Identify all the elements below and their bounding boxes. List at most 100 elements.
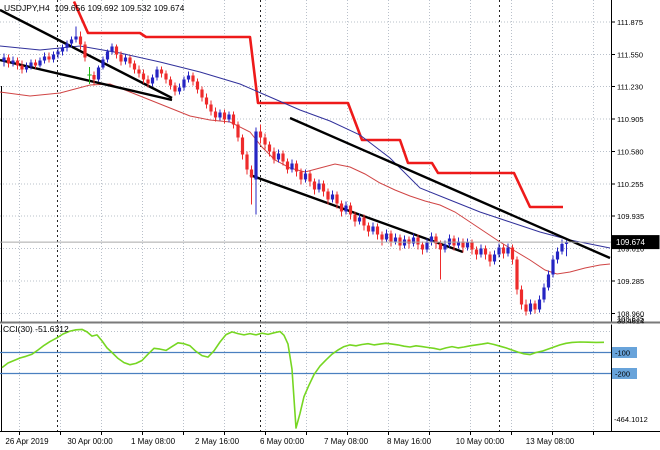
trendline[interactable] [0, 58, 173, 102]
price-axis-label: 110.580 [617, 147, 644, 156]
candle-body [249, 169, 254, 178]
candle-body [483, 248, 488, 255]
candle-body [191, 75, 195, 82]
candle-body [375, 226, 380, 235]
time-axis-label: 6 May 00:00 [260, 437, 305, 446]
candle-body [515, 259, 519, 290]
candle-body [20, 65, 24, 70]
candle-body [290, 163, 294, 170]
candle-body [24, 66, 29, 70]
candle-body [222, 112, 227, 120]
time-axis-label: 10 May 00:00 [456, 437, 505, 446]
candle-body [461, 241, 465, 248]
candle-body [366, 225, 371, 232]
candle-body [114, 46, 119, 55]
candle-body [551, 259, 555, 275]
candle-body [371, 226, 375, 232]
candle-body [60, 47, 65, 52]
time-axis-label: 2 May 16:00 [195, 437, 240, 446]
candle-body [465, 242, 470, 248]
candle-body [353, 214, 357, 222]
time-axis-label: 1 May 08:00 [131, 437, 176, 446]
candle-body [56, 51, 60, 55]
candle-body [344, 205, 348, 212]
candle-body [506, 247, 510, 254]
price-axis-label: 109.285 [617, 277, 644, 286]
candle-body [177, 87, 182, 92]
candle-body [339, 203, 344, 212]
price-axis-label: 111.550 [617, 50, 643, 59]
time-axis[interactable]: 26 Apr 2019 30 Apr 00:00 1 May 08:00 2 May … [5, 431, 594, 446]
cci-level-label-chip [612, 347, 637, 358]
cci-level-label-chip [612, 368, 637, 379]
candle-body [438, 243, 443, 250]
candle-body [6, 57, 11, 64]
candle-body [312, 181, 317, 190]
candle-body [132, 63, 137, 70]
candle-body [537, 299, 542, 310]
cci-indicator-label: CCI(30) -51.6312 [3, 324, 69, 334]
candle-body [267, 144, 272, 152]
cci-max-label: 30.4614 [617, 317, 644, 326]
candle-body [231, 114, 236, 125]
candle-body [204, 97, 209, 105]
candle-body [200, 89, 204, 98]
symbol-ohlc-title: USDJPY,H4 109.656 109.692 109.532 109.67… [4, 3, 185, 13]
candle-body [128, 57, 132, 64]
candle-body [456, 241, 461, 246]
candle-body [470, 242, 474, 250]
price-axis-overlap-label: 108.635 [617, 315, 644, 324]
candle-body [186, 75, 191, 80]
candle-body [533, 303, 537, 310]
candle-body [398, 237, 402, 246]
current-price-value: 109.674 [616, 238, 645, 247]
candle-body [357, 217, 362, 222]
candle-body [501, 247, 506, 254]
price-axis-label: 108.960 [617, 309, 644, 318]
candle-body [195, 81, 200, 90]
candle-body [78, 36, 83, 45]
candles [2, 26, 569, 316]
candle-body [542, 287, 546, 300]
candle-body [11, 60, 15, 64]
cci-line [1, 328, 605, 429]
candle-body [434, 236, 438, 244]
candle-body [105, 51, 110, 60]
candle-body [299, 171, 303, 180]
candle-body [69, 39, 74, 44]
candle-body [74, 36, 78, 40]
candle-body [443, 244, 447, 250]
candle-body [389, 233, 393, 242]
candle-body [159, 69, 164, 74]
candle-body [47, 56, 51, 60]
candle-body [15, 60, 20, 66]
candle-body [2, 57, 6, 62]
candle-body [420, 244, 425, 250]
candle-body [510, 247, 515, 260]
current-price-tag: 109.674 [611, 235, 660, 250]
candle-body [479, 248, 483, 255]
cci-level-lines [0, 351, 611, 375]
candle-body [294, 163, 299, 172]
time-axis-label: 8 May 16:00 [387, 437, 432, 446]
candle-body [429, 236, 434, 243]
candle-body [317, 183, 321, 190]
candle-body [497, 247, 501, 255]
trendline[interactable] [289, 116, 611, 260]
candle-body [384, 233, 389, 240]
candle-body [546, 274, 551, 288]
candle-body [326, 191, 330, 200]
price-axis-label: 110.255 [617, 180, 644, 189]
candle-body [474, 249, 479, 255]
candle-body [101, 59, 105, 68]
candle-body [362, 217, 366, 226]
candle-body [150, 77, 155, 84]
candle-body [425, 242, 429, 250]
candle-body [182, 79, 186, 88]
candle-body [110, 46, 114, 52]
time-axis-label: 7 May 08:00 [324, 437, 369, 446]
candle-body [51, 54, 56, 60]
candle-body [519, 289, 524, 305]
